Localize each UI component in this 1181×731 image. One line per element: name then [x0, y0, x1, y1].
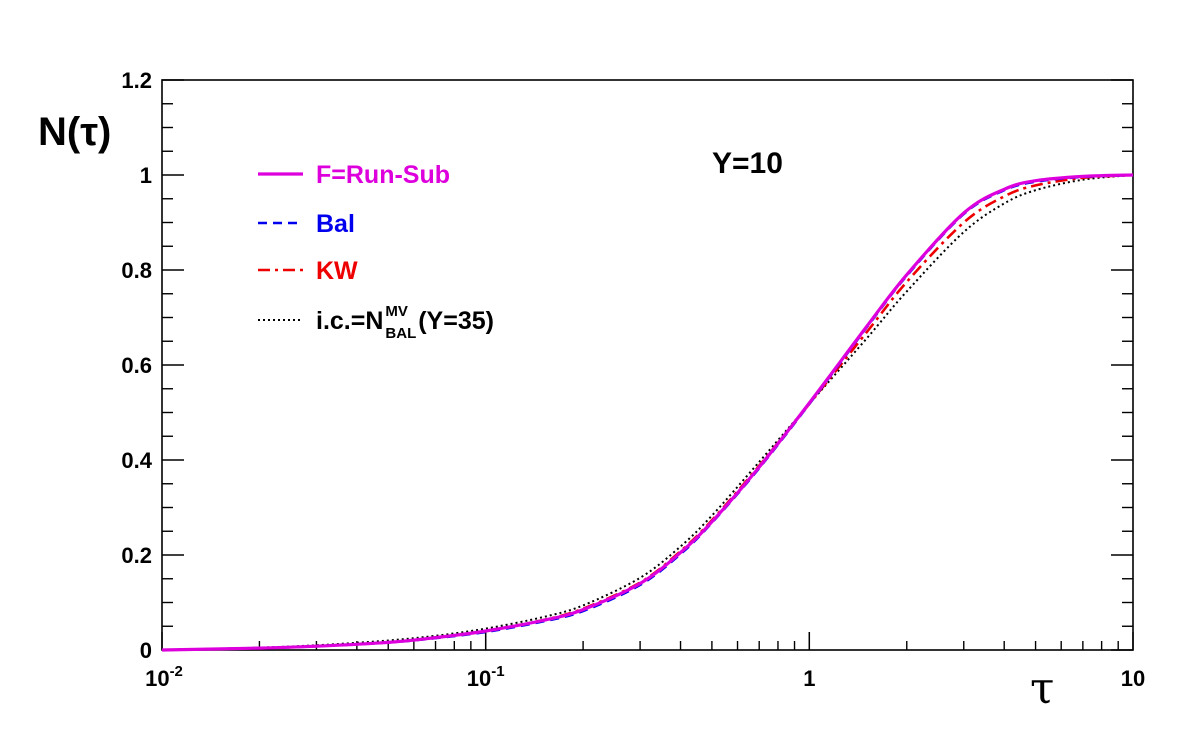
x-tick-label: 10 [1121, 666, 1145, 691]
y-tick-label: 0.8 [121, 258, 152, 283]
legend-label-tail: (Y=35) [418, 307, 494, 335]
x-axis-label: τ [1030, 663, 1054, 714]
axis-tick-labels: 0 0.2 0.4 0.6 0.8 1 1.2 10-2 10-1 1 10 [121, 68, 1145, 691]
y-tick-label: 1 [140, 163, 152, 188]
plot-frame [161, 79, 1134, 651]
y-tick-label: 0.6 [121, 353, 152, 378]
legend-label-sup: MV [385, 303, 408, 320]
axis-ticks [161, 79, 1134, 651]
legend-label-3: i.c.=N [316, 307, 383, 335]
x-tick-label: 10-2 [145, 663, 183, 691]
series-line-3 [161, 174, 1134, 651]
legend-label-sub: BAL [385, 325, 416, 342]
y-axis-label: N(τ) [38, 110, 111, 154]
x-tick-label: 1 [803, 666, 815, 691]
y-tick-label: 1.2 [121, 68, 152, 93]
legend-label-1: Bal [316, 210, 355, 238]
y-tick-label: 0 [140, 638, 152, 663]
series-curves [161, 173, 1134, 652]
x-tick-label: 10-1 [467, 663, 505, 691]
annotation-y-label: Y=10 [712, 147, 783, 180]
y-tick-label: 0.4 [121, 448, 152, 473]
legend-label-2: KW [316, 257, 358, 285]
y-tick-label: 0.2 [121, 543, 152, 568]
legend: F=Run-Sub Bal KW i.c.=N MV BAL (Y=35) [258, 161, 494, 342]
legend-label-0: F=Run-Sub [316, 161, 450, 189]
series-line-0 [161, 173, 1134, 652]
